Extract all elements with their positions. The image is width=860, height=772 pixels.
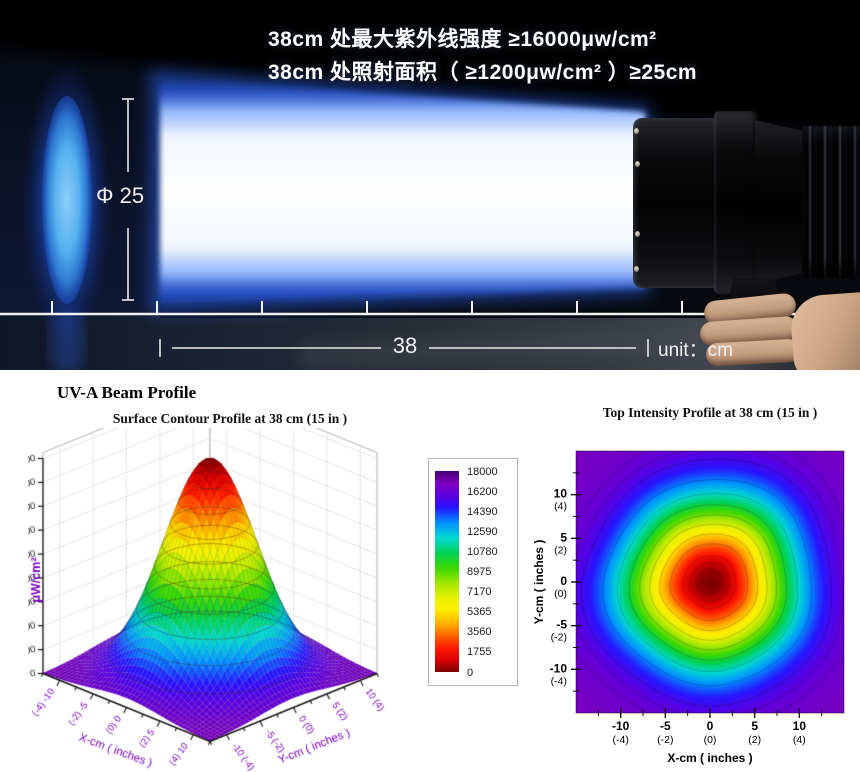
colorbar-level-label: 3560	[467, 626, 492, 639]
x-tick-label-cm: -10	[612, 719, 630, 733]
diameter-dimension-line	[122, 98, 134, 301]
colorbar-level-label: 0	[467, 666, 474, 679]
y-tick-label-cm: -10	[550, 661, 568, 675]
y-tick-label-in: (4)	[554, 501, 567, 513]
flashlight-screw	[635, 161, 640, 167]
flashlight-neck	[755, 120, 805, 284]
ruler-graphic	[0, 301, 838, 357]
product-photo: 38cm 处最大紫外线强度 ≥16000μw/cm² 38cm 处照射面积（ ≥…	[0, 0, 860, 370]
flashlight-screw	[634, 266, 639, 272]
distance-label: 38	[392, 333, 418, 358]
heatmap-border	[575, 450, 845, 714]
flashlight-screw	[635, 231, 640, 237]
x-tick-label-cm: 10	[793, 719, 807, 733]
light-spot	[42, 96, 92, 304]
surface-chart-title: Surface Contour Profile at 38 cm (15 in …	[112, 411, 348, 426]
colorbar-level-label: 10780	[467, 545, 498, 558]
y-tick-label-in: (-4)	[551, 675, 567, 687]
colorbar-level-label: 8975	[467, 566, 492, 578]
y-tick-label-cm: -5	[556, 618, 567, 632]
colorbar-gradient	[435, 471, 459, 672]
heatmap-chart-title: Top Intensity Profile at 38 cm (15 in )	[602, 405, 818, 420]
heatmap-axes: -10(-4)-5(-2)0(0)5(2)10(4)10(4)5(2)0(0)-…	[532, 450, 845, 765]
y-tick-label-cm: 10	[554, 487, 568, 501]
flashlight-bezel	[714, 111, 758, 294]
x-tick-label-in: (2)	[748, 734, 761, 746]
section-title: UV-A Beam Profile	[57, 383, 197, 402]
colorbar-level-label: 12590	[467, 525, 498, 538]
x-tick-label-cm: 5	[751, 719, 758, 733]
colorbar-level-label: 5365	[467, 606, 492, 619]
unit-label: unit：cm	[658, 340, 733, 361]
wrist	[789, 290, 860, 370]
flashlight-screw	[634, 128, 639, 134]
light-spot-reflection	[50, 306, 84, 370]
x-tick-label-in: (-2)	[657, 734, 673, 746]
colorbar-level-label: 16200	[467, 485, 498, 498]
heatmap-xlabel: X-cm ( inches )	[667, 751, 752, 765]
intensity-heatmap	[576, 451, 844, 713]
y-tick-label-cm: 0	[560, 574, 567, 588]
x-tick-label-in: (-4)	[612, 734, 628, 746]
y-tick-label-cm: 5	[560, 530, 567, 544]
colorbar-level-label: 18000	[467, 465, 498, 478]
heatmap-ylabel: Y-cm ( inches )	[532, 540, 546, 625]
colorbar-level-label: 7170	[467, 586, 492, 599]
beam-cone	[160, 78, 645, 306]
x-tick-label-in: (4)	[793, 734, 806, 746]
x-tick-label-cm: -5	[660, 719, 671, 733]
colorbar: 18000 16200 14390 12590 10780 8975 7170 5365 356…	[428, 458, 518, 686]
y-tick-label-in: (2)	[554, 544, 567, 556]
x-tick-label-cm: 0	[707, 719, 714, 733]
y-tick-label-in: (0)	[554, 588, 567, 600]
surface-3d-chart	[28, 428, 428, 772]
spec-area-text: 38cm 处照射面积（ ≥1200μw/cm² ）≥25cm	[268, 61, 698, 84]
beam-graphic	[23, 60, 860, 370]
y-tick-label-in: (-2)	[551, 632, 567, 644]
flashlight-body	[802, 126, 860, 278]
x-tick-label-in: (0)	[704, 734, 717, 746]
distance-dimension-line	[159, 339, 649, 357]
colorbar-level-label: 1755	[467, 646, 492, 659]
spec-intensity-text: 38cm 处最大紫外线强度 ≥16000μw/cm²	[268, 28, 657, 51]
colorbar-level-label: 14390	[467, 505, 498, 518]
flashlight-head	[633, 118, 719, 288]
diameter-label: Φ 25	[96, 183, 145, 208]
